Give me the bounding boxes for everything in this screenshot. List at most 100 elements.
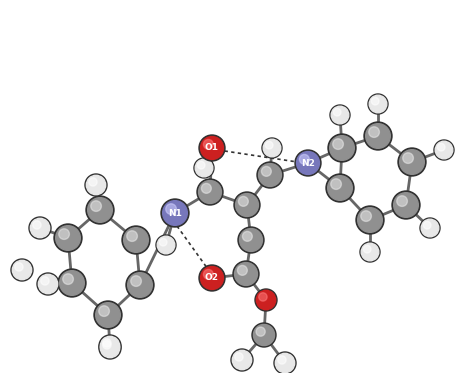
Text: O1: O1: [205, 144, 219, 153]
Circle shape: [398, 148, 426, 176]
Circle shape: [166, 204, 176, 214]
Circle shape: [103, 339, 111, 347]
Circle shape: [358, 208, 383, 232]
Circle shape: [394, 193, 419, 217]
Circle shape: [361, 211, 372, 222]
Circle shape: [420, 218, 440, 238]
Circle shape: [438, 143, 445, 151]
Circle shape: [231, 349, 253, 371]
Circle shape: [37, 273, 59, 295]
Circle shape: [12, 260, 32, 280]
Circle shape: [242, 231, 252, 241]
Circle shape: [194, 158, 214, 178]
Circle shape: [86, 175, 106, 195]
Circle shape: [434, 140, 454, 160]
Circle shape: [326, 174, 354, 202]
Circle shape: [330, 105, 350, 125]
Circle shape: [364, 122, 392, 150]
Circle shape: [235, 263, 257, 285]
Circle shape: [30, 218, 50, 238]
Circle shape: [255, 289, 277, 311]
Circle shape: [163, 201, 187, 225]
Circle shape: [99, 337, 121, 359]
Text: N1: N1: [168, 209, 182, 217]
Circle shape: [274, 352, 296, 373]
Circle shape: [331, 179, 341, 189]
Circle shape: [265, 141, 273, 149]
Circle shape: [96, 303, 120, 327]
Circle shape: [58, 269, 86, 297]
Circle shape: [203, 269, 213, 279]
Circle shape: [232, 350, 252, 370]
Circle shape: [59, 229, 69, 239]
Circle shape: [33, 221, 41, 229]
Circle shape: [236, 194, 258, 216]
Circle shape: [423, 222, 431, 229]
Circle shape: [88, 198, 112, 222]
Circle shape: [157, 236, 175, 254]
Circle shape: [361, 243, 379, 261]
Circle shape: [199, 265, 225, 291]
Circle shape: [300, 154, 310, 164]
Circle shape: [156, 235, 176, 255]
Circle shape: [263, 139, 281, 157]
Circle shape: [365, 124, 390, 148]
Circle shape: [239, 229, 263, 251]
Circle shape: [275, 353, 295, 373]
Circle shape: [256, 290, 276, 310]
Circle shape: [238, 227, 264, 253]
Circle shape: [368, 94, 388, 114]
Circle shape: [262, 166, 271, 176]
Circle shape: [54, 224, 82, 252]
Circle shape: [126, 271, 154, 299]
Circle shape: [328, 176, 352, 200]
Circle shape: [435, 141, 453, 159]
Circle shape: [29, 217, 51, 239]
Circle shape: [333, 109, 341, 116]
Circle shape: [127, 231, 137, 241]
Circle shape: [233, 261, 259, 287]
Circle shape: [259, 293, 267, 301]
Circle shape: [360, 242, 380, 262]
Circle shape: [258, 163, 282, 186]
Circle shape: [330, 136, 355, 160]
Circle shape: [195, 159, 213, 177]
Circle shape: [131, 276, 141, 286]
Circle shape: [60, 271, 84, 295]
Circle shape: [100, 336, 119, 356]
Circle shape: [392, 191, 420, 219]
Circle shape: [85, 174, 107, 196]
Circle shape: [234, 192, 260, 218]
Circle shape: [400, 150, 424, 174]
Circle shape: [235, 353, 243, 361]
Circle shape: [86, 196, 114, 224]
Circle shape: [103, 341, 111, 349]
Circle shape: [199, 135, 225, 161]
Circle shape: [331, 106, 349, 124]
Circle shape: [197, 179, 223, 205]
Circle shape: [197, 162, 205, 169]
Circle shape: [333, 139, 343, 150]
Circle shape: [421, 219, 439, 237]
Circle shape: [397, 196, 407, 206]
Circle shape: [238, 197, 248, 206]
Circle shape: [63, 274, 73, 284]
Circle shape: [203, 140, 213, 149]
Circle shape: [297, 151, 319, 175]
Circle shape: [369, 127, 379, 137]
Circle shape: [15, 263, 23, 271]
Circle shape: [372, 97, 379, 105]
Circle shape: [256, 327, 265, 336]
Circle shape: [159, 238, 167, 246]
Circle shape: [41, 277, 49, 285]
Circle shape: [201, 267, 223, 289]
Circle shape: [100, 338, 119, 358]
Circle shape: [11, 259, 33, 281]
Circle shape: [278, 356, 286, 364]
Circle shape: [356, 206, 384, 234]
Circle shape: [99, 306, 109, 316]
Circle shape: [55, 226, 80, 250]
Circle shape: [99, 335, 121, 357]
Text: O2: O2: [205, 273, 219, 282]
Circle shape: [295, 150, 321, 176]
